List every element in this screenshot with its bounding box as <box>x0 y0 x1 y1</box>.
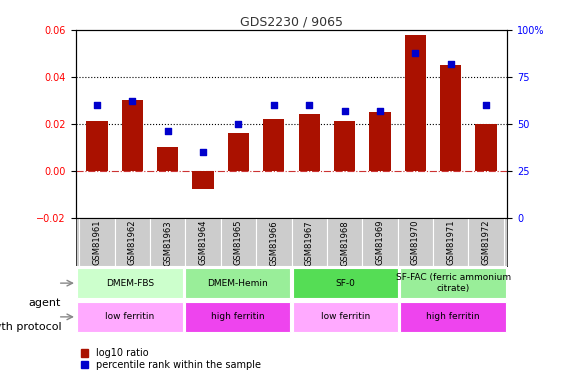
Text: GSM81971: GSM81971 <box>446 220 455 266</box>
Bar <box>293 302 398 332</box>
Text: growth protocol: growth protocol <box>0 322 61 332</box>
Text: GSM81965: GSM81965 <box>234 220 243 266</box>
Bar <box>440 65 461 171</box>
Text: GSM81970: GSM81970 <box>411 220 420 266</box>
Point <box>304 102 314 108</box>
Bar <box>298 114 320 171</box>
Bar <box>475 124 497 171</box>
Bar <box>327 217 362 266</box>
Bar <box>228 133 249 171</box>
Point <box>234 121 243 127</box>
Point <box>92 102 101 108</box>
Text: high ferritin: high ferritin <box>211 312 264 321</box>
Point <box>410 50 420 55</box>
Text: agent: agent <box>29 298 61 308</box>
Point <box>446 61 455 67</box>
Bar <box>334 122 355 171</box>
Text: GSM81968: GSM81968 <box>340 220 349 266</box>
Bar <box>77 302 182 332</box>
Text: GSM81961: GSM81961 <box>93 220 101 266</box>
Text: DMEM-FBS: DMEM-FBS <box>106 279 154 288</box>
Bar <box>192 171 214 189</box>
Bar <box>401 268 506 298</box>
Text: GSM81963: GSM81963 <box>163 220 172 266</box>
Point <box>163 128 173 134</box>
Text: SF-0: SF-0 <box>335 279 356 288</box>
Bar <box>263 119 285 171</box>
Text: GSM81967: GSM81967 <box>305 220 314 266</box>
Point <box>482 102 491 108</box>
Text: DMEM-Hemin: DMEM-Hemin <box>207 279 268 288</box>
Bar <box>292 217 327 266</box>
Point <box>128 98 137 104</box>
Bar <box>398 217 433 266</box>
Text: low ferritin: low ferritin <box>105 312 154 321</box>
Text: low ferritin: low ferritin <box>321 312 370 321</box>
Bar <box>433 217 468 266</box>
Title: GDS2230 / 9065: GDS2230 / 9065 <box>240 16 343 29</box>
Text: GSM81969: GSM81969 <box>375 220 384 266</box>
Point <box>375 108 385 114</box>
Bar <box>185 268 290 298</box>
Point <box>340 108 349 114</box>
Bar <box>86 122 108 171</box>
Bar <box>122 100 143 171</box>
Text: GSM81972: GSM81972 <box>482 220 490 266</box>
Bar <box>221 217 256 266</box>
Bar <box>185 217 221 266</box>
Bar <box>150 217 185 266</box>
Bar <box>79 217 115 266</box>
Text: GSM81964: GSM81964 <box>199 220 208 266</box>
Bar <box>256 217 292 266</box>
Bar <box>401 302 506 332</box>
Text: SF-FAC (ferric ammonium
citrate): SF-FAC (ferric ammonium citrate) <box>396 273 511 293</box>
Point <box>198 149 208 155</box>
Bar <box>362 217 398 266</box>
Legend: log10 ratio, percentile rank within the sample: log10 ratio, percentile rank within the … <box>80 348 261 370</box>
Bar <box>157 147 178 171</box>
Point <box>269 102 279 108</box>
Text: high ferritin: high ferritin <box>427 312 480 321</box>
Bar <box>369 112 391 171</box>
Bar <box>405 35 426 171</box>
Bar <box>293 268 398 298</box>
Text: GSM81962: GSM81962 <box>128 220 137 266</box>
Bar <box>185 302 290 332</box>
Bar <box>77 268 182 298</box>
Text: GSM81966: GSM81966 <box>269 220 278 266</box>
Bar <box>468 217 504 266</box>
Bar <box>115 217 150 266</box>
